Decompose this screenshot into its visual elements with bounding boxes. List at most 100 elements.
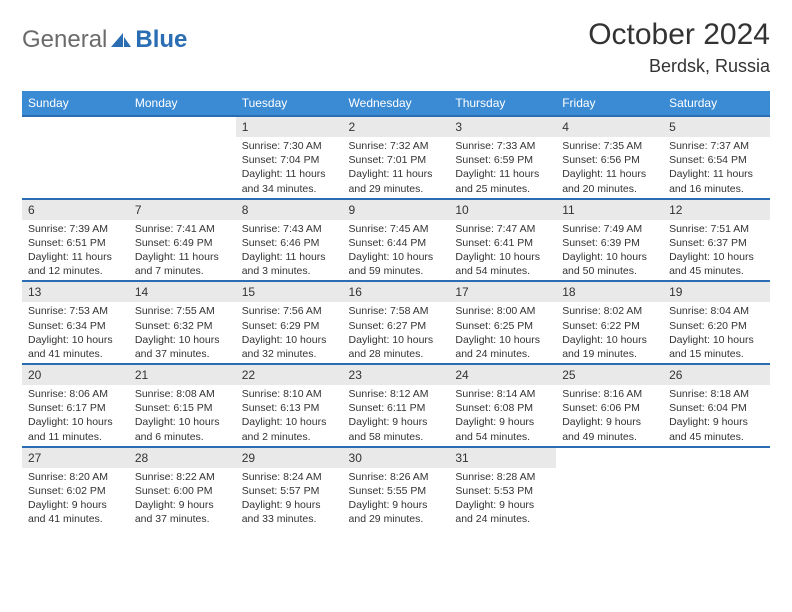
sunset-text: Sunset: 6:13 PM [242,402,320,414]
day-number: 19 [663,282,770,302]
day-cell: 6Sunrise: 7:39 AMSunset: 6:51 PMDaylight… [22,199,129,282]
daylight-text: Daylight: 10 hours and 28 minutes. [349,334,434,360]
sunset-text: Sunset: 6:51 PM [28,237,106,249]
day-cell: 26Sunrise: 8:18 AMSunset: 6:04 PMDayligh… [663,364,770,447]
sunset-text: Sunset: 5:55 PM [349,485,427,497]
sunrise-text: Sunrise: 8:16 AM [562,388,642,400]
sunrise-text: Sunrise: 7:35 AM [562,140,642,152]
daylight-text: Daylight: 9 hours and 49 minutes. [562,416,641,442]
daylight-text: Daylight: 10 hours and 11 minutes. [28,416,113,442]
daylight-text: Daylight: 10 hours and 45 minutes. [669,251,754,277]
day-cell: 1Sunrise: 7:30 AMSunset: 7:04 PMDaylight… [236,116,343,199]
sunset-text: Sunset: 6:15 PM [135,402,213,414]
day-cell: 14 Sunrise: 7:55 AM Sunset: 6:32 PM Dayligh… [129,281,236,364]
day-cell: 30Sunrise: 8:26 AMSunset: 5:55 PMDayligh… [343,447,450,529]
daylight-text: Daylight: 9 hours and 33 minutes. [242,499,321,525]
logo-text-general: General [22,26,107,54]
day-number: 2 [343,117,450,137]
daylight-text: Daylight: 11 hours and 12 minutes. [28,251,112,277]
day-number: 3 [449,117,556,137]
sunrise-text: Sunrise: 7:56 AM [242,305,322,317]
month-title: October 2024 [588,18,770,52]
sunset-text: Sunset: 7:01 PM [349,154,427,166]
sunset-text: Sunset: 6:29 PM [242,320,320,332]
sunrise-text: Sunrise: 7:58 AM [349,305,429,317]
daylight-text: Daylight: 10 hours and 24 minutes. [455,334,540,360]
day-number: 27 [22,448,129,468]
daylight-text: Daylight: 10 hours and 50 minutes. [562,251,647,277]
day-number: 25 [556,365,663,385]
day-header: Saturday [663,91,770,116]
daylight-text: Daylight: 10 hours and 54 minutes. [455,251,540,277]
sunset-text: Sunset: 6:25 PM [455,320,533,332]
day-body: Sunrise: 7:37 AMSunset: 6:54 PMDaylight:… [663,137,770,198]
sunrise-text: Sunrise: 7:45 AM [349,223,429,235]
daylight-text: Daylight: 10 hours and 19 minutes. [562,334,647,360]
daylight-text: Daylight: 9 hours and 45 minutes. [669,416,748,442]
sunrise-text: Sunrise: 8:00 AM [455,305,535,317]
day-number: 20 [22,365,129,385]
sunset-text: Sunset: 6:54 PM [669,154,747,166]
day-cell: 15Sunrise: 7:56 AMSunset: 6:29 PMDayligh… [236,281,343,364]
sunrise-text: Sunrise: 8:20 AM [28,471,108,483]
day-number: 31 [449,448,556,468]
daylight-text: Daylight: 11 hours and 25 minutes. [455,168,539,194]
sunrise-text: Sunrise: 8:04 AM [669,305,749,317]
sunrise-text: Sunrise: 7:49 AM [562,223,642,235]
sunset-text: Sunset: 6:39 PM [562,237,640,249]
sunset-text: Sunset: 6:08 PM [455,402,533,414]
day-header: Friday [556,91,663,116]
sunset-text: Sunset: 6:02 PM [28,485,106,497]
sunrise-text: Sunrise: 8:28 AM [455,471,535,483]
day-cell: 13Sunrise: 7:53 AMSunset: 6:34 PMDayligh… [22,281,129,364]
sunset-text: Sunset: 6:34 PM [28,320,106,332]
day-body: Sunrise: 7:58 AMSunset: 6:27 PMDaylight:… [343,302,450,363]
sunset-text: Sunset: 6:56 PM [562,154,640,166]
week-row: 6Sunrise: 7:39 AMSunset: 6:51 PMDaylight… [22,199,770,282]
daylight-text: Daylight: 11 hours and 20 minutes. [562,168,646,194]
sunset-text: Sunset: 5:53 PM [455,485,533,497]
sunrise-text: Sunrise: 8:10 AM [242,388,322,400]
day-cell: .. [129,116,236,199]
day-body: Sunrise: 7:53 AMSunset: 6:34 PMDaylight:… [22,302,129,363]
day-number: 11 [556,200,663,220]
day-body: Sunrise: 8:00 AM Sunset: 6:25 PM Daylight:… [449,302,556,363]
daylight-text: Daylight: 9 hours and 24 minutes. [455,499,534,525]
sunset-text: Sunset: 6:32 PM [135,320,213,332]
sunrise-text: Sunrise: 8:26 AM [349,471,429,483]
daylight-text: Daylight: 9 hours and 37 minutes. [135,499,214,525]
sunset-text: Sunset: 6:44 PM [349,237,427,249]
day-body: Sunrise: 7:33 AMSunset: 6:59 PMDaylight:… [449,137,556,198]
day-body: Sunrise: 7:39 AMSunset: 6:51 PMDaylight:… [22,220,129,281]
day-number: 1 [236,117,343,137]
day-body: Sunrise: 7:30 AMSunset: 7:04 PMDaylight:… [236,137,343,198]
day-number: 14 [129,282,236,302]
day-body: Sunrise: 8:28 AM Sunset: 5:53 PM Daylight:… [449,468,556,529]
sunset-text: Sunset: 6:22 PM [562,320,640,332]
sunset-text: Sunset: 6:20 PM [669,320,747,332]
day-cell: 22Sunrise: 8:10 AMSunset: 6:13 PMDayligh… [236,364,343,447]
title-block: October 2024 Berdsk, Russia [588,18,770,77]
daylight-text: Daylight: 9 hours and 58 minutes. [349,416,428,442]
day-number: 10 [449,200,556,220]
day-number: 16 [343,282,450,302]
header: General Blue October 2024 Berdsk, Russia [22,18,770,77]
day-body: Sunrise: 7:32 AMSunset: 7:01 PMDaylight:… [343,137,450,198]
day-body: Sunrise: 8:12 AMSunset: 6:11 PMDaylight:… [343,385,450,446]
day-body: Sunrise: 8:24 AMSunset: 5:57 PMDaylight:… [236,468,343,529]
sunset-text: Sunset: 6:04 PM [669,402,747,414]
day-body: Sunrise: 8:06 AMSunset: 6:17 PMDaylight:… [22,385,129,446]
day-cell: 31 Sunrise: 8:28 AM Sunset: 5:53 PM Dayligh… [449,447,556,529]
day-number: 7 [129,200,236,220]
day-body: Sunrise: 7:56 AMSunset: 6:29 PMDaylight:… [236,302,343,363]
sunrise-text: Sunrise: 7:55 AM [135,305,215,317]
day-cell: .. [663,447,770,529]
day-header-row: Sunday Monday Tuesday Wednesday Thursday… [22,91,770,116]
day-body: Sunrise: 8:26 AM Sunset: 5:55 PM Daylight:… [343,468,450,529]
daylight-text: Daylight: 9 hours and 29 minutes. [349,499,428,525]
daylight-text: Daylight: 10 hours and 37 minutes. [135,334,220,360]
day-number: 18 [556,282,663,302]
day-body: Sunrise: 7:45 AMSunset: 6:44 PMDaylight:… [343,220,450,281]
day-body: Sunrise: 8:18 AMSunset: 6:04 PMDaylight:… [663,385,770,446]
day-body: Sunrise: 7:55 AM Sunset: 6:32 PM Daylight:… [129,302,236,363]
